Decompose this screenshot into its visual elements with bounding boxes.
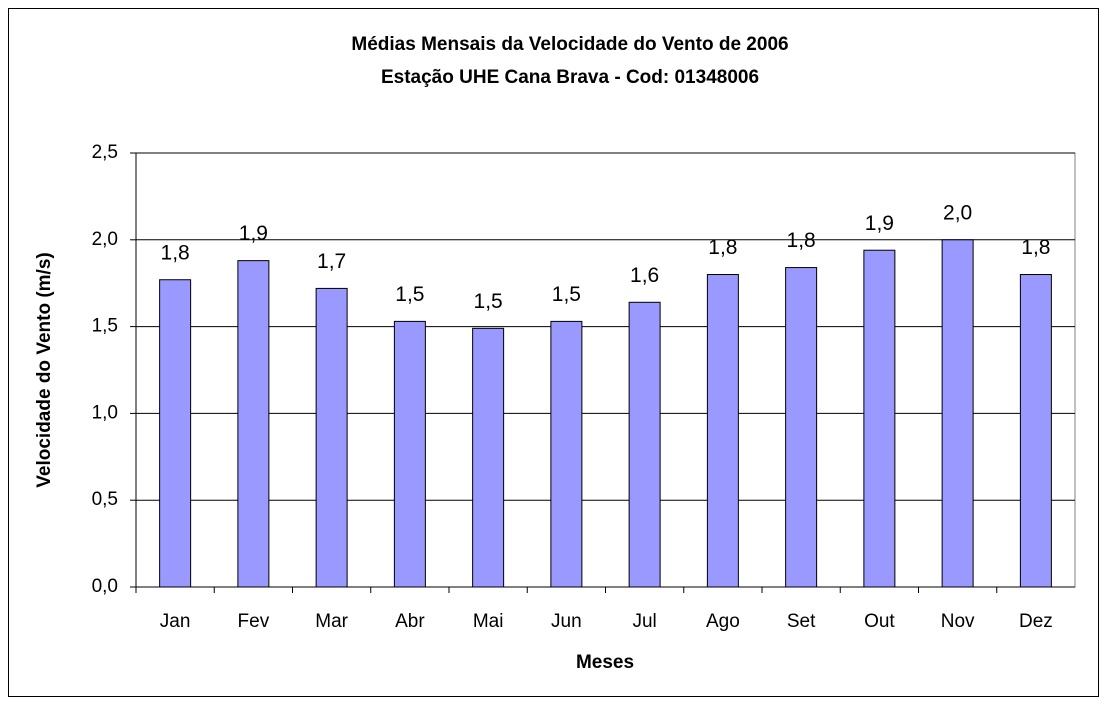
y-axis-label: Velocidade do Vento (m/s) <box>34 252 55 487</box>
chart-title: Médias Mensais da Velocidade do Vento de… <box>351 34 788 55</box>
value-label: 1,9 <box>865 212 894 235</box>
bar <box>393 320 426 588</box>
bar <box>1019 274 1052 588</box>
x-tick-label: Abr <box>395 611 425 632</box>
bar <box>863 249 896 588</box>
x-tick-label: Set <box>787 611 816 632</box>
bar <box>706 274 739 588</box>
value-label: 1,8 <box>708 236 737 259</box>
x-tick-label: Out <box>864 611 895 632</box>
value-label: 2,0 <box>943 201 972 224</box>
y-tick-label: 1,5 <box>92 316 118 337</box>
value-label: 1,5 <box>474 290 503 313</box>
bar <box>315 287 348 588</box>
value-label: 1,8 <box>1021 236 1050 259</box>
x-tick-label: Nov <box>941 611 975 632</box>
y-tick-label: 2,5 <box>92 142 118 163</box>
x-tick-label: Mar <box>315 611 348 632</box>
plot-area <box>135 152 1076 588</box>
x-tick-label: Jun <box>551 611 582 632</box>
bar <box>941 239 974 588</box>
value-label: 1,9 <box>239 222 268 245</box>
x-tick-label: Fev <box>238 611 270 632</box>
bar <box>237 260 270 588</box>
x-tick-label: Jul <box>632 611 656 632</box>
value-label: 1,8 <box>161 241 190 264</box>
chart-subtitle: Estação UHE Cana Brava - Cod: 01348006 <box>381 67 759 88</box>
x-tick-label: Jan <box>160 611 191 632</box>
x-tick-label: Mai <box>473 611 504 632</box>
bar <box>550 320 583 588</box>
x-axis-label: Meses <box>576 652 634 673</box>
value-label: 1,7 <box>317 250 346 273</box>
value-label: 1,6 <box>630 264 659 287</box>
bar <box>472 327 505 588</box>
y-tick-label: 2,0 <box>92 229 118 250</box>
y-tick-label: 0,5 <box>92 489 118 510</box>
y-tick-label: 1,0 <box>92 402 118 423</box>
bar <box>159 279 192 588</box>
bar <box>785 267 818 588</box>
x-tick-label: Ago <box>706 611 740 632</box>
x-tick-label: Dez <box>1019 611 1053 632</box>
bar <box>628 301 661 588</box>
value-label: 1,5 <box>552 283 581 306</box>
value-label: 1,5 <box>395 283 424 306</box>
y-tick-label: 0,0 <box>92 576 118 597</box>
value-label: 1,8 <box>787 229 816 252</box>
